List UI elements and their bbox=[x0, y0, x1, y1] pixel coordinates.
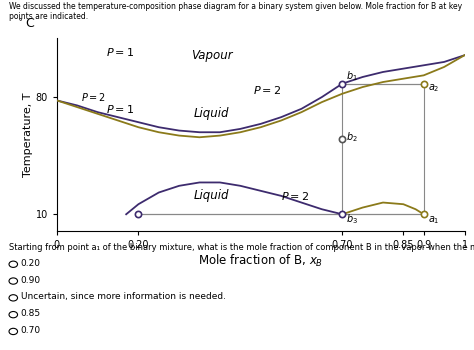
Text: $P = 2$: $P = 2$ bbox=[253, 84, 281, 96]
Text: $P = 1$: $P = 1$ bbox=[106, 46, 134, 58]
Text: Uncertain, since more information is needed.: Uncertain, since more information is nee… bbox=[21, 292, 226, 301]
Text: Liquid: Liquid bbox=[194, 189, 229, 202]
Text: 0.85: 0.85 bbox=[21, 309, 41, 318]
Text: 0.20: 0.20 bbox=[21, 259, 41, 268]
Text: $P = 2$: $P = 2$ bbox=[281, 190, 310, 202]
Text: 0.90: 0.90 bbox=[21, 275, 41, 285]
Text: We discussed the temperature-composition phase diagram for a binary system given: We discussed the temperature-composition… bbox=[9, 2, 463, 21]
Text: 0.70: 0.70 bbox=[21, 326, 41, 335]
X-axis label: Mole fraction of B, $x_B$: Mole fraction of B, $x_B$ bbox=[198, 253, 323, 269]
Text: $^\circ$C: $^\circ$C bbox=[16, 18, 36, 31]
Text: Starting from point a₁ of the binary mixture, what is the mole fraction of compo: Starting from point a₁ of the binary mix… bbox=[9, 243, 474, 252]
Text: Vapour: Vapour bbox=[191, 49, 233, 62]
Text: $b_2$: $b_2$ bbox=[346, 131, 358, 145]
Text: $b_1$: $b_1$ bbox=[346, 70, 358, 83]
Text: Liquid: Liquid bbox=[194, 107, 229, 120]
Text: $P = 2$: $P = 2$ bbox=[82, 91, 106, 103]
Text: $a_1$: $a_1$ bbox=[428, 215, 439, 226]
Y-axis label: Temperature, T: Temperature, T bbox=[23, 92, 33, 177]
Text: $a_2$: $a_2$ bbox=[428, 82, 439, 94]
Text: $P = 1$: $P = 1$ bbox=[106, 103, 134, 115]
Text: $b_3$: $b_3$ bbox=[346, 213, 358, 226]
